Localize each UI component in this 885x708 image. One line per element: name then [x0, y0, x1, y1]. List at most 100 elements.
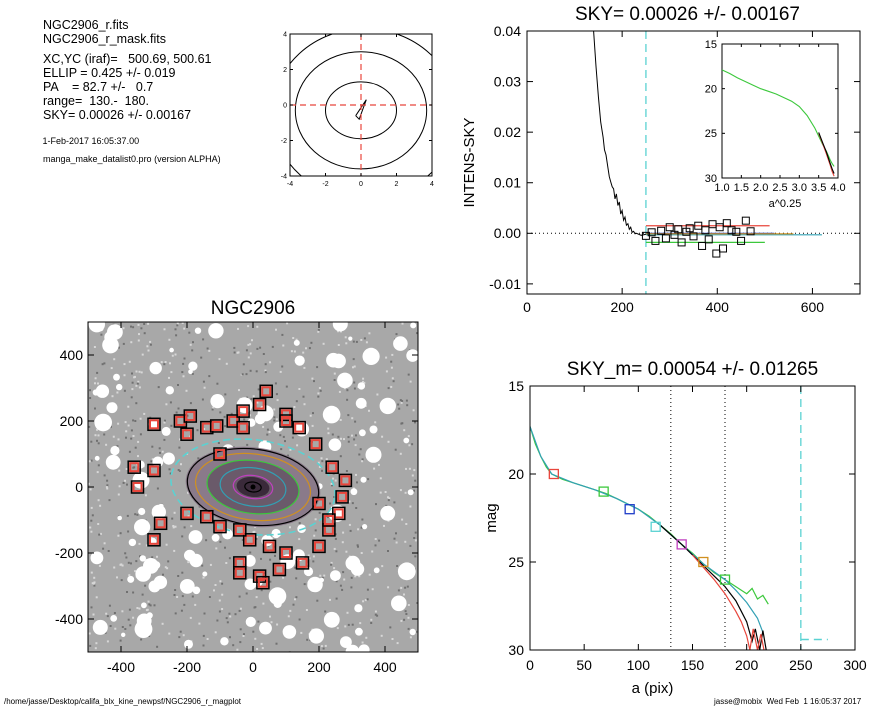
- sky-y-tick-label: 0.04: [494, 23, 521, 39]
- galaxy-noise-pixel: [174, 525, 177, 528]
- galaxy-noise-pixel: [311, 377, 314, 380]
- galaxy-sky-box-outer: [292, 420, 306, 435]
- sky-point: [718, 244, 727, 253]
- galaxy-noise-pixel: [131, 388, 134, 391]
- galaxy-noise-pixel: [90, 440, 93, 443]
- galaxy-noise-pixel: [93, 581, 96, 584]
- galaxy-sky-box: [238, 406, 249, 417]
- galaxy-sky-box-outer: [262, 539, 277, 554]
- galaxy-noise-pixel: [206, 347, 209, 350]
- galaxy-noise-pixel: [370, 622, 373, 624]
- galaxy-noise-pixel: [407, 627, 410, 630]
- galaxy-noise-pixel: [135, 370, 138, 373]
- galaxy-noise-pixel: [188, 331, 191, 334]
- galaxy-noise-pixel: [171, 354, 174, 357]
- galaxy-sky-box-outer: [213, 519, 227, 534]
- galaxy-noise-pixel: [360, 552, 363, 554]
- galaxy-noise-pixel: [281, 365, 284, 368]
- galaxy-noise-pixel: [224, 425, 227, 428]
- galaxy-noise-pixel: [161, 450, 164, 453]
- galaxy-noise-pixel: [172, 526, 175, 529]
- galaxy-noise-pixel: [407, 604, 410, 606]
- galaxy-mask-hole: [350, 488, 358, 496]
- galaxy-noise-pixel: [166, 567, 169, 570]
- galaxy-sky-box-outer: [335, 490, 349, 504]
- sky-point: [665, 223, 674, 232]
- galaxy-noise-pixel: [256, 401, 259, 404]
- galaxy-noise-pixel: [314, 529, 317, 532]
- galaxy-noise-pixel: [216, 619, 219, 622]
- galaxy-noise-pixel: [269, 615, 271, 618]
- galaxy-noise-pixel: [405, 399, 408, 402]
- galaxy-noise-pixel: [181, 371, 184, 374]
- galaxy-noise-pixel: [357, 528, 360, 531]
- galaxy-mask-hole: [141, 602, 147, 609]
- galaxy-noise-pixel: [321, 460, 324, 463]
- galaxy-noise-pixel: [96, 371, 99, 374]
- galaxy-noise-pixel: [362, 380, 364, 383]
- galaxy-sky-box-outer: [312, 496, 326, 511]
- galaxy-mask-hole: [179, 579, 195, 594]
- galaxy-noise-pixel: [404, 540, 407, 543]
- galaxy-noise-pixel: [289, 448, 292, 451]
- sky-y-tick-label: 0.02: [494, 124, 521, 140]
- inset-x-tick-label: 3.5: [811, 182, 826, 194]
- galaxy-noise-pixel: [225, 562, 228, 564]
- galaxy-noise-pixel: [384, 491, 387, 493]
- galaxy-noise-pixel: [395, 333, 398, 336]
- galaxy-noise-pixel: [262, 425, 265, 428]
- galaxy-isophote: [206, 459, 300, 515]
- galaxy-noise-pixel: [110, 425, 112, 428]
- galaxy-noise-pixel: [90, 530, 93, 533]
- galaxy-noise-pixel: [378, 539, 381, 542]
- galaxy-noise-pixel: [219, 540, 222, 543]
- sky-point: [657, 226, 666, 235]
- galaxy-mask-hole: [210, 394, 225, 409]
- galaxy-mask-hole: [189, 553, 203, 568]
- galaxy-noise-pixel: [290, 350, 293, 353]
- galaxy-noise-pixel: [200, 356, 203, 359]
- galaxy-noise-pixel: [395, 532, 397, 535]
- sky-point: [746, 227, 755, 236]
- galaxy-noise-pixel: [121, 610, 124, 613]
- galaxy-mask-hole: [161, 426, 171, 436]
- galaxy-noise-pixel: [289, 609, 292, 612]
- galaxy-noise-pixel: [294, 598, 296, 601]
- galaxy-noise-pixel: [403, 429, 406, 432]
- galaxy-noise-pixel: [282, 435, 285, 438]
- galaxy-noise-pixel: [363, 337, 366, 340]
- galaxy-noise-pixel: [90, 606, 93, 609]
- galaxy-noise-pixel: [349, 529, 352, 532]
- sky-y-tick-label: 0.03: [494, 73, 521, 89]
- galaxy-noise-pixel: [94, 382, 96, 385]
- galaxy-noise-pixel: [367, 478, 370, 481]
- galaxy-noise-pixel: [169, 401, 172, 404]
- galaxy-noise-pixel: [293, 406, 296, 408]
- galaxy-mask-hole: [397, 562, 416, 581]
- galaxy-noise-pixel: [273, 416, 276, 419]
- galaxy-mask-hole: [211, 533, 220, 542]
- galaxy-noise-pixel: [298, 388, 301, 390]
- galaxy-x-tick-label: 200: [307, 659, 331, 675]
- galaxy-noise-pixel: [238, 595, 241, 598]
- galaxy-noise-pixel: [131, 381, 134, 384]
- galaxy-noise-pixel: [225, 362, 228, 365]
- galaxy-noise-pixel: [394, 448, 397, 451]
- galaxy-mask-hole: [128, 538, 137, 547]
- sky-point: [674, 225, 683, 234]
- galaxy-noise-pixel: [385, 356, 388, 359]
- galaxy-noise-pixel: [400, 401, 403, 404]
- galaxy-noise-pixel: [121, 626, 124, 628]
- galaxy-sky-box: [149, 419, 159, 430]
- galaxy-noise-pixel: [266, 428, 269, 431]
- galaxy-noise-pixel: [130, 325, 132, 328]
- galaxy-noise-pixel: [118, 485, 121, 488]
- galaxy-noise-pixel: [160, 361, 163, 364]
- galaxy-noise-pixel: [94, 647, 97, 650]
- galaxy-mask-hole: [406, 349, 418, 362]
- galaxy-noise-pixel: [292, 603, 295, 606]
- galaxy-noise-pixel: [211, 408, 214, 411]
- galaxy-noise-pixel: [355, 340, 358, 343]
- galaxy-noise-pixel: [273, 419, 276, 422]
- galaxy-noise-pixel: [398, 407, 401, 410]
